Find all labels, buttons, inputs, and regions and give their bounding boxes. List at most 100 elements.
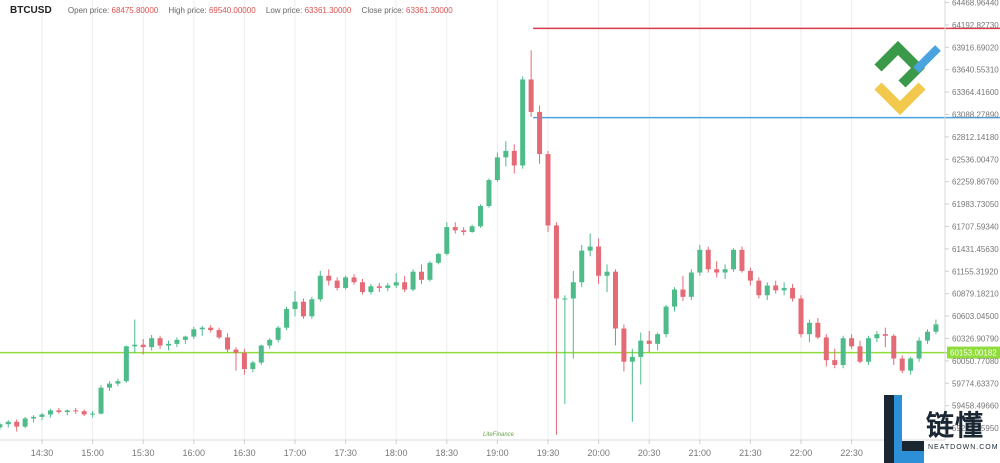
x-tick-label: 14:30 — [31, 448, 54, 458]
candle — [157, 335, 163, 349]
candle-body — [908, 358, 914, 371]
x-tick-label: 22:30 — [840, 448, 863, 458]
candle-body — [402, 282, 408, 290]
candle-body — [655, 334, 661, 344]
horizontal-lines[interactable]: 60153.00182 — [0, 27, 1000, 359]
high-value: 69540.00000 — [208, 6, 256, 15]
candle — [916, 337, 922, 362]
candle-body — [5, 421, 11, 425]
candle-body — [865, 338, 871, 362]
candle-body — [629, 356, 635, 362]
candle — [208, 325, 214, 333]
y-tick-label: 63088.27890 — [952, 110, 999, 119]
candle-body — [132, 344, 138, 347]
candle — [233, 347, 239, 371]
candle — [731, 248, 737, 272]
high-label: High price: — [168, 6, 207, 15]
candle-body — [359, 282, 365, 292]
candle — [823, 334, 829, 367]
candle — [132, 319, 138, 353]
candle-body — [882, 334, 888, 336]
candle-body — [672, 289, 677, 307]
candle — [596, 238, 602, 284]
candle — [115, 378, 121, 387]
candle-body — [604, 271, 610, 276]
y-axis: 64468.96440 64192.82730 63916.69020 63640.5… — [944, 0, 999, 440]
y-tick-label: 62812.14180 — [952, 133, 999, 142]
open-value: 68475.80000 — [111, 6, 159, 15]
candle-body — [494, 157, 500, 181]
candle — [646, 330, 652, 352]
candle — [511, 144, 517, 174]
candle — [612, 269, 618, 346]
candle-body — [174, 339, 180, 344]
candle-body — [410, 271, 416, 290]
candle-body — [31, 416, 37, 419]
candle — [739, 246, 745, 273]
candle — [216, 327, 222, 340]
candle — [5, 420, 11, 428]
candle — [402, 275, 408, 292]
candle-body — [81, 411, 87, 415]
candle — [773, 280, 779, 294]
candle-body — [705, 249, 711, 270]
candle-body — [149, 338, 155, 348]
candle-body — [764, 285, 770, 296]
candle — [81, 409, 87, 417]
candle-body — [503, 150, 509, 158]
candle — [199, 326, 205, 336]
x-tick-label: 17:30 — [334, 448, 357, 458]
candle — [300, 298, 306, 319]
x-tick-label: 16:00 — [183, 448, 206, 458]
y-tick-label: 62259.86760 — [952, 178, 999, 187]
x-tick-label: 19:30 — [537, 448, 560, 458]
candle-body — [747, 270, 753, 281]
candle — [840, 335, 846, 369]
low-value: 63361.30000 — [304, 6, 352, 15]
candle — [182, 335, 188, 344]
candle — [73, 407, 79, 414]
candle-body — [376, 286, 382, 288]
candle-body — [815, 322, 821, 338]
candle-body — [537, 111, 543, 155]
candle — [899, 355, 905, 374]
candle — [882, 327, 888, 348]
candle-body — [241, 352, 247, 370]
candle-body — [166, 343, 171, 346]
candle — [925, 329, 930, 344]
candle-body — [233, 349, 239, 353]
candle-body — [309, 299, 315, 317]
candle-body — [857, 346, 863, 362]
candle — [225, 333, 231, 352]
candle-body — [351, 277, 357, 283]
candle — [47, 408, 53, 418]
candle — [528, 50, 534, 117]
candle — [638, 332, 644, 385]
candle-body — [115, 381, 121, 384]
x-tick-label: 17:00 — [284, 448, 307, 458]
candle — [393, 273, 399, 288]
candle — [520, 76, 526, 169]
candle-body — [419, 271, 424, 280]
candle — [604, 264, 610, 292]
candle-body — [123, 346, 129, 382]
x-tick-label: 21:30 — [739, 448, 762, 458]
candle — [494, 152, 500, 182]
candle-body — [469, 226, 475, 232]
ohlc-header: BTCUSD Open price: 68475.80000 High pric… — [10, 5, 453, 16]
candle-body — [258, 345, 264, 363]
candle-body — [461, 230, 467, 232]
candle — [174, 337, 180, 348]
candle — [562, 295, 568, 404]
candle — [343, 275, 349, 290]
candle-body — [781, 287, 787, 291]
candle-body — [823, 337, 829, 361]
candle-body — [806, 322, 812, 335]
candle-body — [106, 383, 112, 388]
candle-body — [427, 262, 433, 280]
candle — [714, 261, 720, 278]
candle — [326, 269, 332, 286]
y-tick-label: 59222.35950 — [952, 424, 999, 433]
candle-body — [790, 287, 796, 299]
